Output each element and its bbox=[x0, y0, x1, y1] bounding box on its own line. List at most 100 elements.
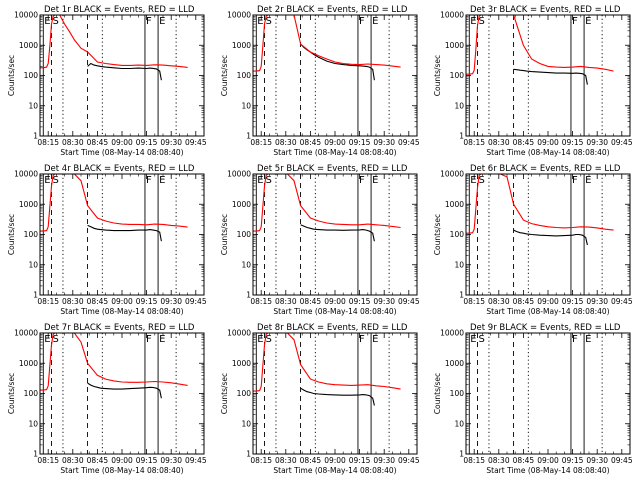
y-tick-label: 10000 bbox=[440, 170, 464, 179]
event-mark-e: E bbox=[44, 175, 50, 186]
event-mark-e: E bbox=[159, 16, 165, 27]
y-tick-label: 1000 bbox=[19, 41, 38, 50]
event-mark-s: S bbox=[265, 16, 271, 27]
y-tick-label: 10 bbox=[454, 101, 464, 110]
series-line-lld bbox=[466, 174, 614, 234]
series-group bbox=[40, 15, 188, 81]
y-tick-label: 1 bbox=[33, 132, 38, 141]
y-tick-label: 100 bbox=[450, 230, 465, 239]
series-line-events bbox=[87, 224, 162, 242]
y-axis-label: Counts/sec bbox=[220, 214, 229, 255]
event-mark-e: E bbox=[585, 334, 591, 345]
y-axis-label: Counts/sec bbox=[7, 55, 16, 96]
x-tick-label: 09:30 bbox=[586, 456, 608, 465]
series-line-lld bbox=[253, 333, 401, 392]
series-line-events bbox=[513, 229, 588, 246]
event-mark-f: F bbox=[572, 16, 578, 27]
event-mark-e: E bbox=[372, 334, 378, 345]
panel-det-5: Det 5r BLACK = Events, RED = LLD 1 10 100 10… bbox=[220, 164, 420, 316]
x-tick-label: 09:30 bbox=[160, 138, 182, 147]
x-tick-label: 08:30 bbox=[62, 297, 84, 306]
y-tick-label: 100 bbox=[450, 71, 465, 80]
panel-title: Det 2r BLACK = Events, RED = LLD bbox=[257, 5, 408, 15]
x-tick-label: 09:00 bbox=[324, 456, 346, 465]
panel-title: Det 9r BLACK = Events, RED = LLD bbox=[470, 323, 621, 333]
event-mark-e: E bbox=[44, 334, 50, 345]
y-tick-label: 1 bbox=[459, 291, 464, 300]
y-tick-label: 1000 bbox=[445, 41, 464, 50]
plot-frame bbox=[252, 14, 418, 137]
x-tick-label: 09:15 bbox=[136, 138, 158, 147]
y-tick-label: 100 bbox=[237, 389, 252, 398]
event-mark-e: E bbox=[44, 16, 50, 27]
y-tick-label: 100 bbox=[237, 230, 252, 239]
x-tick-label: 08:15 bbox=[250, 456, 272, 465]
event-mark-e: E bbox=[585, 16, 591, 27]
series-line-lld bbox=[253, 15, 401, 72]
plot-frame bbox=[465, 332, 631, 455]
x-tick-label: 09:15 bbox=[562, 138, 584, 147]
event-mark-e: E bbox=[372, 16, 378, 27]
panel-det-9: Det 9r BLACK = Events, RED = LLD 1 10 100 10… bbox=[433, 323, 633, 475]
y-tick-label: 1 bbox=[246, 291, 251, 300]
panel-det-1: Det 1r BLACK = Events, RED = LLD 1 10 100 10… bbox=[7, 5, 207, 157]
x-tick-label: 09:30 bbox=[373, 138, 395, 147]
x-tick-label: 08:15 bbox=[463, 297, 485, 306]
event-mark-s: S bbox=[52, 16, 58, 27]
panel-det-8: Det 8r BLACK = Events, RED = LLD 1 10 100 10… bbox=[220, 323, 420, 475]
y-axis-label: Counts/sec bbox=[7, 373, 16, 414]
x-axis-label: Start Time (08-May-14 08:08:40) bbox=[273, 148, 396, 157]
series-line-lld bbox=[40, 333, 188, 391]
y-tick-label: 1000 bbox=[445, 200, 464, 209]
event-mark-e: E bbox=[159, 334, 165, 345]
x-tick-label: 08:45 bbox=[513, 138, 535, 147]
y-tick-label: 100 bbox=[237, 71, 252, 80]
x-tick-label: 09:45 bbox=[398, 138, 420, 147]
x-tick-label: 08:30 bbox=[62, 456, 84, 465]
y-tick-label: 10000 bbox=[14, 170, 38, 179]
y-axis-label: Counts/sec bbox=[433, 55, 442, 96]
panel-title: Det 6r BLACK = Events, RED = LLD bbox=[470, 164, 621, 174]
x-tick-label: 09:45 bbox=[185, 138, 207, 147]
x-tick-label: 09:15 bbox=[136, 297, 158, 306]
x-tick-label: 08:15 bbox=[37, 456, 59, 465]
x-axis-label: Start Time (08-May-14 08:08:40) bbox=[60, 307, 183, 316]
y-tick-label: 1000 bbox=[19, 200, 38, 209]
series-line-events bbox=[300, 224, 375, 242]
event-mark-s: S bbox=[52, 175, 58, 186]
plot-frame bbox=[252, 332, 418, 455]
y-tick-label: 10000 bbox=[440, 11, 464, 20]
x-tick-label: 09:30 bbox=[160, 297, 182, 306]
y-tick-label: 10000 bbox=[14, 11, 38, 20]
x-tick-label: 08:15 bbox=[37, 138, 59, 147]
event-mark-f: F bbox=[572, 175, 578, 186]
event-mark-e: E bbox=[257, 16, 263, 27]
plot-frame bbox=[465, 173, 631, 296]
series-line-events bbox=[87, 62, 162, 81]
event-mark-s: S bbox=[478, 334, 484, 345]
x-tick-label: 09:45 bbox=[398, 297, 420, 306]
x-tick-label: 08:30 bbox=[275, 138, 297, 147]
x-tick-label: 09:15 bbox=[562, 297, 584, 306]
y-tick-label: 1000 bbox=[19, 359, 38, 368]
y-tick-label: 1 bbox=[33, 450, 38, 459]
y-tick-label: 10 bbox=[454, 419, 464, 428]
series-group bbox=[253, 15, 401, 81]
y-tick-label: 1000 bbox=[232, 200, 251, 209]
panel-det-6: Det 6r BLACK = Events, RED = LLD 1 10 100 10… bbox=[433, 164, 633, 316]
y-tick-label: 10000 bbox=[227, 329, 251, 338]
x-tick-label: 09:45 bbox=[398, 456, 420, 465]
x-tick-label: 09:30 bbox=[586, 297, 608, 306]
y-tick-label: 10 bbox=[241, 419, 251, 428]
x-axis-label: Start Time (08-May-14 08:08:40) bbox=[273, 307, 396, 316]
x-tick-label: 09:00 bbox=[324, 297, 346, 306]
y-tick-label: 1000 bbox=[445, 359, 464, 368]
y-axis-label: Counts/sec bbox=[220, 373, 229, 414]
x-axis-label: Start Time (08-May-14 08:08:40) bbox=[486, 466, 609, 475]
event-mark-e: E bbox=[159, 175, 165, 186]
series-group bbox=[466, 174, 614, 246]
panel-title: Det 5r BLACK = Events, RED = LLD bbox=[257, 164, 408, 174]
y-tick-label: 100 bbox=[24, 230, 39, 239]
series-group bbox=[40, 333, 188, 399]
x-tick-label: 08:45 bbox=[300, 456, 322, 465]
